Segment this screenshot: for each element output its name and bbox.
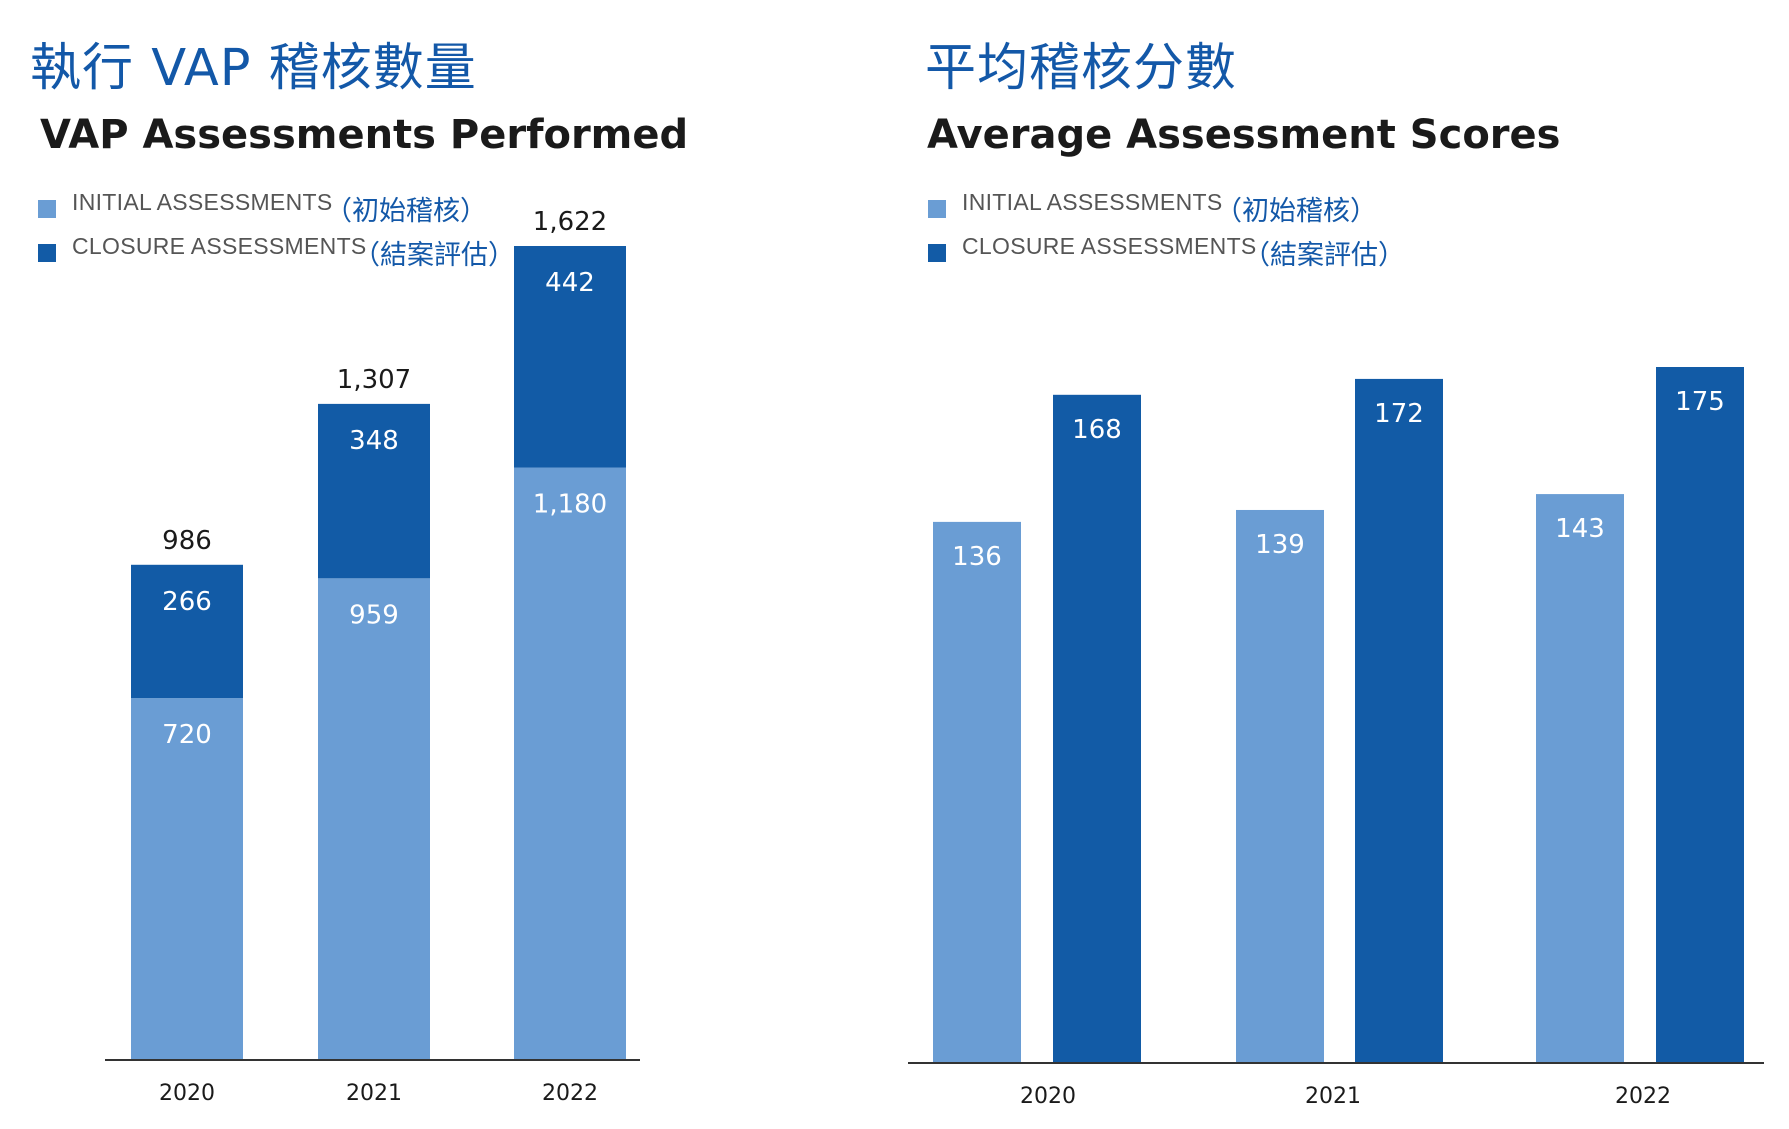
bar-initial [131, 698, 243, 1059]
data-label: 959 [349, 600, 399, 630]
legend-label: INITIAL ASSESSMENTS [962, 189, 1223, 215]
stacked-bar-chart: 720 266 986 2020 959 348 1,307 2021 1,180 442 1,62… [105, 207, 640, 1106]
legend-label: CLOSURE ASSESSMENTS [72, 233, 367, 259]
x-tick-label: 2021 [346, 1081, 402, 1106]
bar-closure [514, 246, 626, 468]
legend-label-zh: （結案評估） [353, 240, 515, 271]
legend-label-zh: （結案評估） [1243, 240, 1405, 271]
legend-label: CLOSURE ASSESSMENTS [962, 233, 1257, 259]
legend-label-zh: （初始稽核） [325, 196, 487, 227]
bar-initial [933, 521, 1021, 1062]
x-tick-label: 2022 [542, 1081, 598, 1106]
data-label: 172 [1374, 399, 1424, 429]
data-label: 168 [1072, 415, 1122, 445]
legend-swatch-closure [928, 244, 946, 262]
data-label: 143 [1555, 514, 1605, 544]
chart-title-zh: 平均稽核分數 [925, 39, 1238, 98]
data-label: 139 [1255, 530, 1305, 560]
legend-swatch-initial [928, 200, 946, 218]
bar-closure [1656, 367, 1744, 1062]
x-tick-label: 2022 [1615, 1084, 1671, 1109]
legend-label: INITIAL ASSESSMENTS [72, 189, 333, 215]
data-label: 175 [1675, 387, 1725, 417]
x-tick-label: 2020 [1020, 1084, 1076, 1109]
bar-closure [131, 564, 243, 699]
total-label: 1,622 [533, 207, 607, 237]
average-scores-panel: 平均稽核分數 Average Assessment Scores INITIAL… [900, 0, 1789, 1129]
legend-swatch-initial [38, 200, 56, 218]
bar-closure [1053, 394, 1141, 1062]
bar-initial [1536, 494, 1624, 1063]
bar-closure [318, 403, 430, 579]
data-label: 442 [545, 268, 595, 298]
data-label: 1,180 [533, 490, 607, 520]
chart-title: Average Assessment Scores [927, 112, 1561, 158]
data-label: 136 [952, 542, 1002, 572]
legend-swatch-closure [38, 244, 56, 262]
total-label: 1,307 [337, 365, 411, 395]
vap-assessments-panel: 執行 VAP 稽核數量 VAP Assessments Performed IN… [0, 0, 688, 1129]
chart-title: VAP Assessments Performed [40, 112, 689, 158]
grouped-bar-chart: 136 168 2020 139 172 2021 143 175 2022 [908, 367, 1764, 1109]
chart-title-zh: 執行 VAP 稽核數量 [30, 39, 477, 98]
bar-closure [1355, 378, 1443, 1062]
data-label: 720 [162, 720, 212, 750]
bar-initial [514, 467, 626, 1059]
bar-initial [1236, 509, 1324, 1062]
bar-initial [318, 578, 430, 1059]
x-tick-label: 2020 [159, 1081, 215, 1106]
data-label: 266 [162, 587, 212, 617]
data-label: 348 [349, 426, 399, 456]
x-tick-label: 2021 [1305, 1084, 1361, 1109]
total-label: 986 [162, 526, 212, 556]
legend-label-zh: （初始稽核） [1215, 196, 1377, 227]
